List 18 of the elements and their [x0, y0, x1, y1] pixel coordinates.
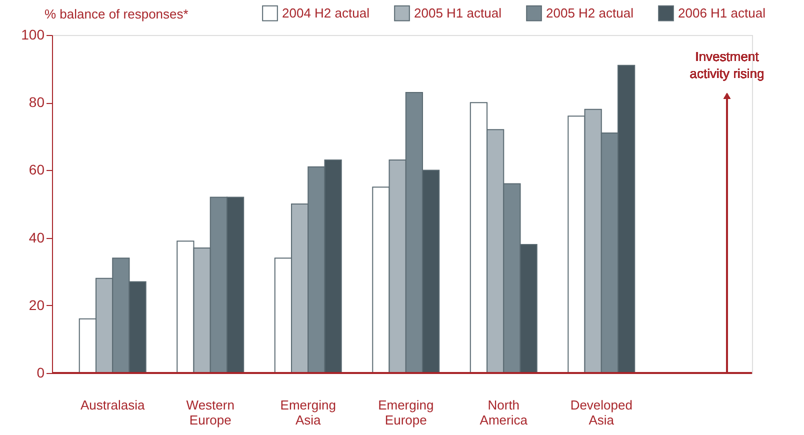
x-tick-label: Emerging Asia	[280, 398, 336, 428]
x-tick-label: Australasia	[80, 398, 146, 412]
x-tick-label: North America	[480, 398, 528, 428]
y-axis-title: % balance of responses*	[44, 6, 188, 22]
legend-label: 2006 H1 actual	[678, 5, 766, 20]
y-tick-label: 100	[21, 26, 45, 42]
x-tick-label: Western Europe	[186, 398, 234, 428]
text: Investment activity rising	[690, 49, 764, 81]
legend-label: 2005 H2 actual	[546, 5, 634, 20]
x-tick-label: Developed Asia	[570, 398, 632, 428]
y-tick-label: 80	[28, 94, 45, 110]
legend-label: 2005 H1 actual	[414, 5, 502, 20]
legend-label: 2004 H2 actual	[282, 5, 370, 20]
y-tick-label: 0	[36, 364, 45, 380]
y-tick-label: 20	[28, 296, 45, 313]
y-tick-label: 60	[28, 162, 45, 178]
y-tick-label: 40	[28, 229, 45, 246]
x-tick-label: Emerging Europe	[378, 398, 434, 428]
